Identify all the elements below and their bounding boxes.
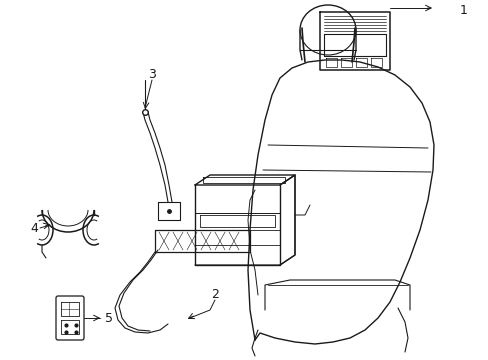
Text: 2: 2 <box>211 288 219 302</box>
FancyBboxPatch shape <box>56 296 84 340</box>
Text: 5: 5 <box>105 311 113 324</box>
Text: 3: 3 <box>148 68 156 81</box>
Text: 1: 1 <box>459 4 467 17</box>
Text: 4: 4 <box>30 221 38 234</box>
